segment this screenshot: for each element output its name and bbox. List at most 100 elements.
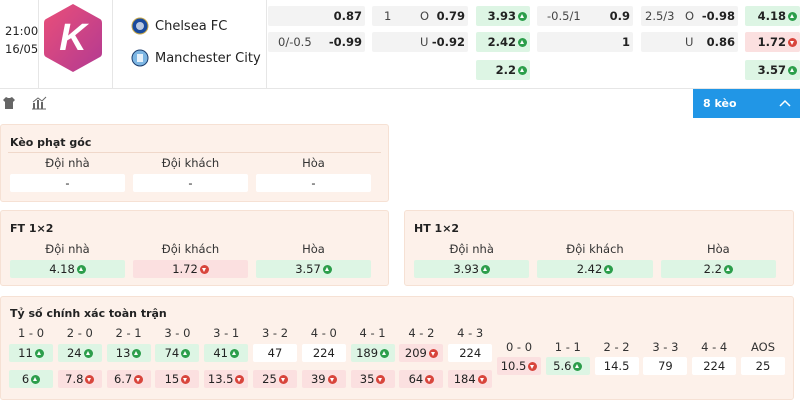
logo: K: [44, 4, 102, 72]
odds-value: 64: [408, 372, 424, 386]
section-title: Tỷ số chính xác toàn trận: [10, 307, 167, 320]
odds-cell: -0.99 0/-0.5: [268, 32, 365, 52]
odds-cell: 0.86 U: [641, 32, 738, 52]
odds-value: -: [188, 176, 193, 190]
odds-cell: 1.72: [745, 32, 800, 52]
trend-icon: [235, 374, 245, 384]
odds-cell: 6.7: [106, 370, 151, 388]
odds-cell: 13: [106, 344, 151, 362]
odds-cell: -: [133, 174, 248, 192]
odds-cell: 224: [692, 357, 737, 375]
column-header: Đội nhà: [45, 156, 90, 170]
over-under-side: O: [685, 9, 695, 23]
odds-cell: 25: [741, 357, 785, 375]
score-label: 3 - 0: [164, 326, 191, 340]
odds-value: 4.18: [49, 262, 75, 276]
trend-icon: [76, 264, 86, 274]
trend-icon: [518, 65, 527, 75]
odds-value: 0.86: [706, 35, 735, 49]
score-label: 1 - 0: [17, 326, 45, 340]
trend-icon: [428, 348, 438, 358]
odds-cell: 3.93: [476, 6, 530, 26]
odds-cell: 2.2: [476, 60, 530, 80]
trend-icon: [788, 65, 797, 75]
trend-icon: [322, 264, 332, 274]
handicap-line: -0.5/1: [547, 9, 581, 23]
lineup-icon[interactable]: [2, 96, 16, 110]
trend-icon: [230, 348, 239, 358]
stats-icon[interactable]: [31, 96, 47, 110]
odds-cell: 0.9 -0.5/1: [537, 6, 633, 26]
odds-value: -0.98: [701, 9, 735, 23]
score-label: 4 - 2: [408, 326, 435, 340]
odds-cell: -0.98 2.5/3 O: [641, 6, 738, 26]
chevron: [779, 99, 791, 107]
home-team: Chelsea FC: [155, 19, 228, 34]
home-team-icon: [131, 17, 149, 35]
odds-value: 13: [115, 346, 131, 360]
column-header: Đội khách: [566, 242, 624, 256]
trend-icon: [604, 264, 614, 274]
score-label: AOS: [750, 340, 776, 354]
odds-cell: 189: [350, 344, 395, 362]
odds-cell: 2.42: [476, 32, 530, 52]
odds-cell: 2.42: [537, 260, 653, 278]
match-time: 21:00: [5, 24, 39, 38]
odds-cell: 10.5: [497, 357, 541, 375]
divider: [0, 88, 800, 89]
odds-value: 189: [356, 346, 379, 360]
odds-cell: 14.5: [594, 357, 639, 375]
odds-cell: 4.18: [745, 6, 800, 26]
trend-icon: [132, 348, 142, 358]
odds-value: 1.72: [757, 35, 786, 49]
column-header: Hòa: [706, 242, 730, 256]
trend-icon: [573, 361, 583, 371]
odds-value: 3.57: [295, 262, 321, 276]
handicap-line: 2.5/3: [645, 9, 675, 23]
trend-icon: [327, 374, 337, 384]
odds-cell: 64: [399, 370, 444, 388]
divider: [8, 152, 381, 153]
odds-cell: -: [256, 174, 371, 192]
odds-cell: 25: [253, 370, 297, 388]
markets-tab[interactable]: 8 kèo: [693, 89, 800, 118]
odds-value: 2.2: [703, 262, 722, 276]
odds-value: 25: [262, 372, 277, 386]
trend-icon: [723, 264, 733, 274]
column-header: Hòa: [302, 156, 325, 170]
column-header: Hòa: [302, 242, 325, 256]
handicap-line: 0/-0.5: [278, 35, 312, 49]
score-label: 3 - 3: [652, 340, 679, 354]
score-label: 4 - 1: [359, 326, 386, 340]
score-label: 3 - 1: [213, 326, 240, 340]
match-date: 16/05: [5, 42, 39, 56]
odds-value: 224: [703, 359, 726, 373]
odds-value: 3.93: [453, 262, 479, 276]
score-label: 4 - 4: [701, 340, 728, 354]
trend-icon: [83, 348, 93, 358]
column-header: Đội nhà: [449, 242, 494, 256]
odds-cell: 13.5: [204, 370, 249, 388]
odds-value: 224: [312, 346, 335, 360]
trend-icon: [480, 264, 490, 274]
odds-value: 2.2: [495, 63, 516, 77]
score-label: 1 - 1: [554, 340, 581, 354]
trend-icon: [788, 11, 797, 21]
odds-cell: 0.79 1 O: [372, 6, 468, 26]
odds-value: 0.9: [609, 9, 630, 23]
trend-icon: [477, 374, 487, 384]
away-team: Manchester City: [155, 51, 261, 66]
odds-cell: 3.93: [414, 260, 530, 278]
odds-value: 1: [621, 35, 630, 49]
odds-value: 6.7: [113, 372, 133, 386]
trend-icon: [85, 374, 95, 384]
odds-value: 15: [164, 372, 180, 386]
trend-icon: [518, 37, 527, 47]
tab-label: 8 kèo: [703, 97, 737, 110]
odds-value: 6: [21, 372, 30, 386]
over-under-side: U: [685, 35, 694, 49]
odds-value: 35: [359, 372, 375, 386]
odds-cell: 184: [448, 370, 493, 388]
section-title: Kèo phạt góc: [10, 136, 92, 149]
